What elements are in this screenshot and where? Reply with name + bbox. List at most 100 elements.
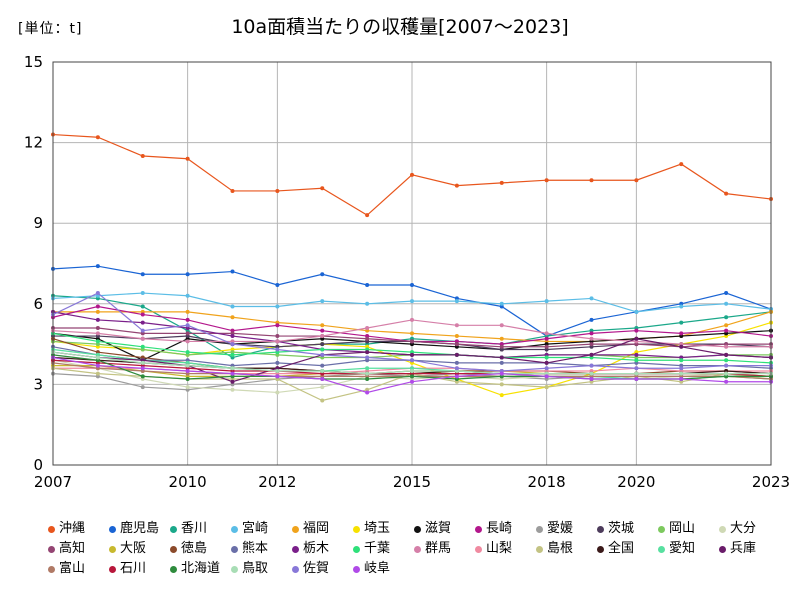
data-point: [724, 379, 729, 384]
legend-marker: [719, 525, 726, 533]
data-point: [544, 299, 549, 304]
legend-item: 全国: [597, 539, 658, 559]
data-point: [185, 385, 190, 390]
legend-marker: [353, 525, 360, 533]
legend-label: 沖縄: [59, 521, 86, 536]
x-tick-label: 2007: [34, 473, 72, 491]
data-point: [499, 180, 504, 185]
data-point: [275, 304, 280, 309]
legend-label: 栃木: [303, 541, 330, 556]
legend-label: 滋賀: [425, 521, 452, 536]
y-tick-label: 15: [24, 53, 43, 71]
legend-marker: [597, 545, 604, 553]
legend-item: 沖縄: [48, 519, 109, 539]
data-point: [679, 304, 684, 309]
data-point: [634, 309, 639, 314]
data-point: [185, 293, 190, 298]
data-point: [724, 291, 729, 296]
legend-label: 鹿児島: [120, 521, 160, 536]
data-point: [365, 350, 370, 355]
y-tick-label: 9: [33, 214, 43, 232]
data-point: [544, 366, 549, 371]
data-point: [410, 352, 414, 357]
data-point: [589, 371, 594, 376]
data-point: [454, 183, 459, 188]
legend-marker: [109, 565, 116, 573]
data-point: [410, 299, 414, 304]
data-point: [589, 352, 594, 357]
legend-label: 埼玉: [364, 521, 391, 536]
legend-label: 群馬: [425, 541, 452, 556]
legend-item: 愛知: [658, 539, 719, 559]
data-point: [679, 371, 684, 376]
data-point: [544, 355, 549, 360]
y-axis-ticks: 0 3 6 9 12 15: [24, 53, 43, 474]
data-point: [679, 331, 684, 336]
data-point: [589, 317, 594, 322]
legend-label: 鳥取: [242, 561, 269, 576]
legend-marker: [292, 525, 299, 533]
data-point: [724, 371, 729, 376]
data-point: [454, 374, 459, 379]
legend-label: 大分: [730, 521, 757, 536]
data-point: [185, 368, 190, 373]
data-point: [185, 156, 190, 161]
legend-label: 熊本: [242, 541, 269, 556]
data-point: [275, 390, 280, 395]
data-point: [410, 172, 414, 177]
data-point: [140, 344, 145, 349]
legend-marker: [414, 545, 421, 553]
legend-label: 徳島: [181, 541, 208, 556]
data-point: [589, 342, 594, 347]
data-point: [275, 339, 280, 344]
data-point: [365, 282, 370, 287]
data-point: [95, 325, 100, 330]
data-point: [275, 334, 280, 339]
legend-label: 北海道: [181, 561, 221, 576]
legend-marker: [48, 525, 55, 533]
legend-item: 北海道: [170, 559, 231, 579]
data-point: [589, 336, 594, 341]
legend-item: 岡山: [658, 519, 719, 539]
data-point: [544, 178, 549, 183]
legend-label: 全国: [608, 541, 635, 556]
data-point: [95, 317, 100, 322]
data-point: [140, 336, 145, 341]
legend-label: 佐賀: [303, 561, 330, 576]
legend-label: 愛知: [669, 541, 696, 556]
legend-marker: [658, 525, 665, 533]
legend-label: 愛媛: [547, 521, 574, 536]
data-point: [230, 188, 235, 193]
data-point: [679, 320, 684, 325]
data-point: [95, 371, 100, 376]
data-point: [230, 304, 235, 309]
data-point: [544, 331, 549, 336]
x-axis-ticks: 2007 2010 2012 2015 2018 2020 2023: [34, 473, 790, 491]
data-point: [95, 291, 100, 296]
data-point: [320, 347, 325, 352]
data-point: [140, 312, 145, 317]
data-point: [544, 385, 549, 390]
grid: [52, 61, 772, 466]
data-point: [365, 371, 370, 376]
data-point: [724, 352, 729, 357]
legend-label: 香川: [181, 521, 208, 536]
data-point: [365, 377, 370, 382]
y-tick-label: 3: [33, 375, 43, 393]
data-point: [320, 272, 325, 277]
data-point: [634, 328, 639, 333]
legend-item: 福岡: [292, 519, 353, 539]
legend-label: 大阪: [120, 541, 147, 556]
data-point: [365, 213, 370, 218]
legend-label: 高知: [59, 541, 86, 556]
data-point: [275, 347, 280, 352]
legend-marker: [658, 545, 665, 553]
data-point: [634, 358, 639, 363]
data-point: [499, 371, 504, 376]
data-point: [185, 309, 190, 314]
data-point: [140, 366, 145, 371]
data-point: [230, 379, 235, 384]
legend-item: 大分: [719, 519, 780, 539]
data-point: [140, 304, 145, 309]
data-point: [724, 191, 729, 196]
